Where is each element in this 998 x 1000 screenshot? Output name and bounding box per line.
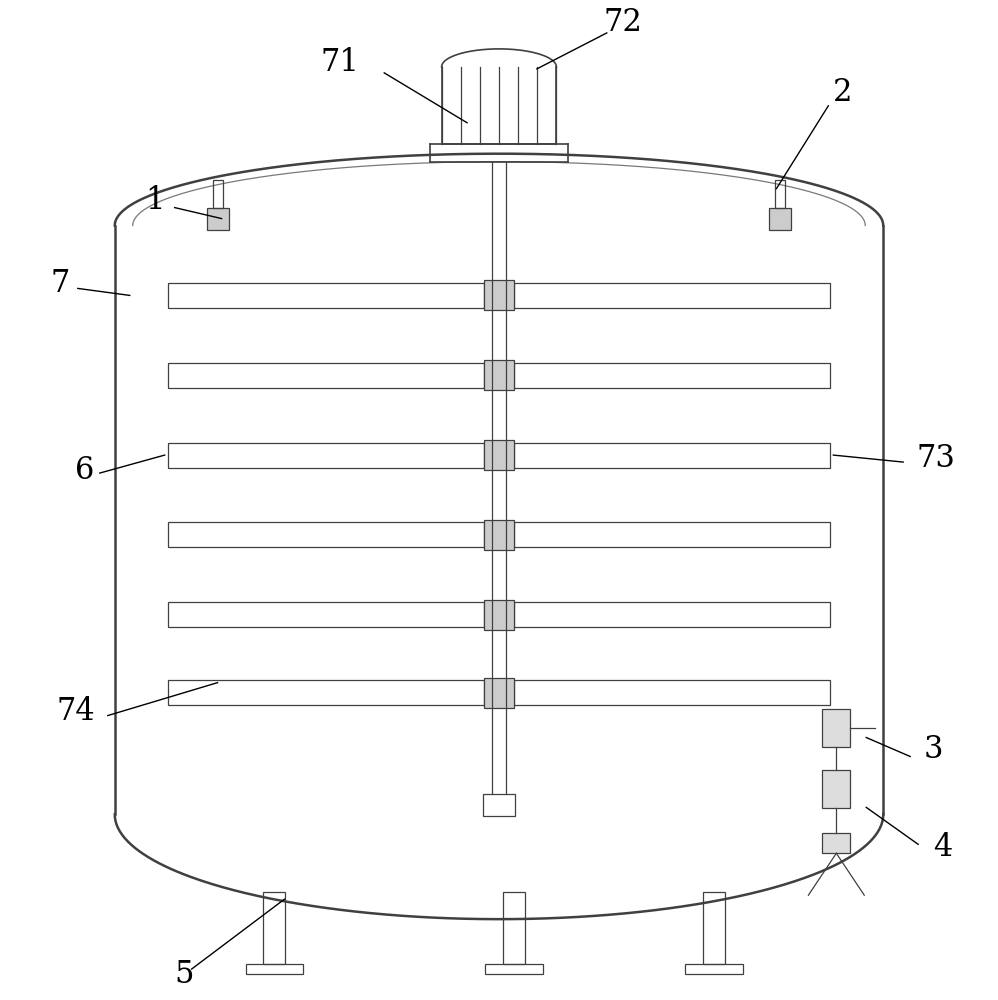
Bar — [514, 443, 830, 468]
Text: 3: 3 — [923, 734, 943, 765]
Bar — [822, 709, 850, 747]
Text: 2: 2 — [833, 77, 853, 108]
Bar — [514, 602, 830, 627]
Bar — [168, 363, 484, 388]
Bar — [514, 283, 830, 308]
Bar — [168, 680, 484, 705]
Bar — [213, 180, 223, 208]
Bar — [769, 208, 791, 230]
Bar — [246, 964, 303, 974]
Text: 72: 72 — [604, 7, 643, 38]
Bar — [484, 360, 514, 390]
Text: 1: 1 — [145, 185, 165, 216]
Bar — [822, 833, 850, 853]
Bar — [484, 520, 514, 550]
Bar — [485, 964, 543, 974]
Bar — [484, 440, 514, 470]
Text: 74: 74 — [56, 696, 95, 727]
Bar — [263, 892, 285, 964]
Text: 71: 71 — [320, 47, 359, 78]
Bar — [703, 892, 725, 964]
Bar — [775, 180, 785, 208]
Text: 5: 5 — [175, 959, 195, 990]
Bar — [168, 522, 484, 547]
Text: 6: 6 — [76, 455, 95, 486]
Text: 4: 4 — [933, 832, 952, 863]
Bar — [168, 602, 484, 627]
Bar — [685, 964, 743, 974]
Bar — [168, 443, 484, 468]
Text: 73: 73 — [916, 443, 955, 474]
Bar — [484, 678, 514, 708]
Bar — [483, 794, 515, 816]
Bar — [207, 208, 229, 230]
Text: 7: 7 — [51, 268, 70, 299]
Bar — [168, 283, 484, 308]
Bar — [503, 892, 525, 964]
Bar — [514, 522, 830, 547]
Bar — [514, 680, 830, 705]
Bar — [484, 600, 514, 630]
Bar — [484, 280, 514, 310]
Bar — [822, 770, 850, 808]
Bar — [514, 363, 830, 388]
